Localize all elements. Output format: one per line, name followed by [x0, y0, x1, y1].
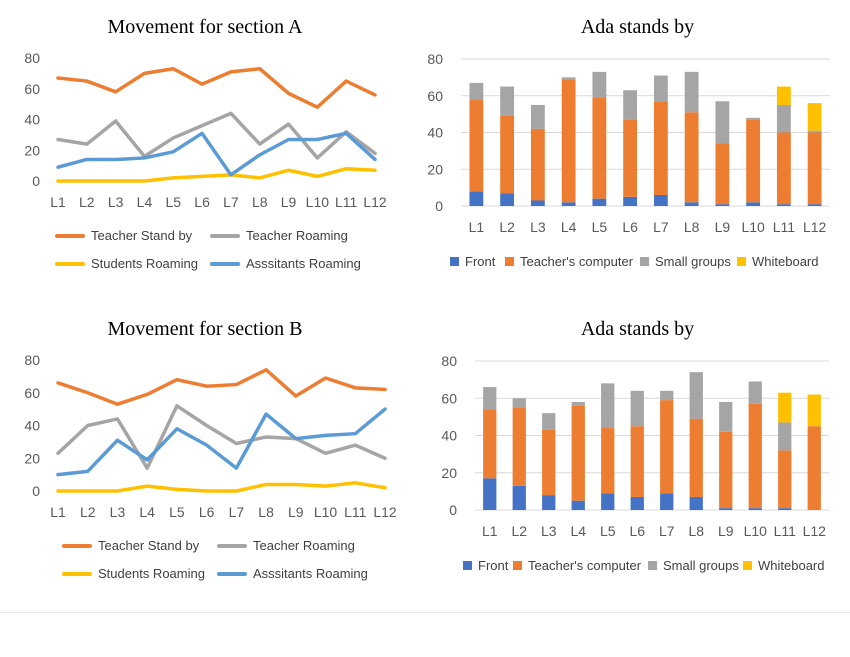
- legend-item: Front: [463, 558, 508, 573]
- legend-label: Small groups: [655, 254, 731, 269]
- legend-item: Teacher Roaming: [210, 228, 348, 243]
- legend-swatch: [210, 262, 240, 266]
- chart-legend: Front Teacher's computer Small groups Wh…: [425, 306, 850, 596]
- legend-label: Asssitants Roaming: [246, 256, 361, 271]
- divider: [0, 612, 850, 613]
- legend-item: Teacher's computer: [513, 558, 641, 573]
- chart-panel-ada-bottom: Ada stands by 0 20 40 60 80 L1 L2 L3 L4 L5 L6 L7 L8 L…: [425, 306, 850, 596]
- legend-item: Small groups: [648, 558, 739, 573]
- legend-swatch: [450, 257, 459, 266]
- legend-swatch: [640, 257, 649, 266]
- chart-legend: Front Teacher's computer Small groups Wh…: [425, 0, 850, 290]
- legend-item: Whiteboard: [743, 558, 824, 573]
- legend-item: Whiteboard: [737, 254, 818, 269]
- chart-legend: Teacher Stand by Teacher Roaming Student…: [0, 306, 410, 596]
- chart-panel-section-a: Movement for section A 0 20 40 60 80 L1 L2 L3 L4…: [0, 0, 410, 290]
- legend-item: Asssitants Roaming: [217, 566, 368, 581]
- legend-label: Teacher's computer: [520, 254, 633, 269]
- legend-item: Asssitants Roaming: [210, 256, 361, 271]
- legend-swatch: [513, 561, 522, 570]
- legend-swatch: [210, 234, 240, 238]
- legend-item: Teacher Roaming: [217, 538, 355, 553]
- chart-legend: Teacher Stand by Teacher Roaming Student…: [0, 0, 410, 290]
- legend-item: Teacher's computer: [505, 254, 633, 269]
- legend-label: Asssitants Roaming: [253, 566, 368, 581]
- legend-label: Whiteboard: [758, 558, 824, 573]
- legend-swatch: [217, 544, 247, 548]
- legend-label: Students Roaming: [91, 256, 198, 271]
- legend-swatch: [648, 561, 657, 570]
- legend-label: Teacher Roaming: [253, 538, 355, 553]
- legend-swatch: [737, 257, 746, 266]
- legend-swatch: [62, 572, 92, 576]
- legend-swatch: [217, 572, 247, 576]
- legend-swatch: [463, 561, 472, 570]
- legend-item: Front: [450, 254, 495, 269]
- chart-panel-section-b: Movement for section B 0 20 40 60 80 L1 L2 L3 L4…: [0, 306, 410, 596]
- legend-swatch: [55, 262, 85, 266]
- legend-label: Whiteboard: [752, 254, 818, 269]
- legend-label: Front: [465, 254, 495, 269]
- legend-label: Students Roaming: [98, 566, 205, 581]
- legend-label: Teacher's computer: [528, 558, 641, 573]
- legend-label: Teacher Roaming: [246, 228, 348, 243]
- legend-swatch: [62, 544, 92, 548]
- legend-item: Teacher Stand by: [62, 538, 199, 553]
- legend-swatch: [743, 561, 752, 570]
- chart-panel-ada-top: Ada stands by 0 20 40 60 80 L1 L2 L3 L4 L5 L6 L7 L8 L…: [425, 0, 850, 290]
- legend-label: Small groups: [663, 558, 739, 573]
- legend-item: Small groups: [640, 254, 731, 269]
- legend-item: Students Roaming: [55, 256, 198, 271]
- legend-item: Teacher Stand by: [55, 228, 192, 243]
- legend-label: Teacher Stand by: [91, 228, 192, 243]
- legend-label: Front: [478, 558, 508, 573]
- legend-swatch: [55, 234, 85, 238]
- legend-label: Teacher Stand by: [98, 538, 199, 553]
- legend-swatch: [505, 257, 514, 266]
- legend-item: Students Roaming: [62, 566, 205, 581]
